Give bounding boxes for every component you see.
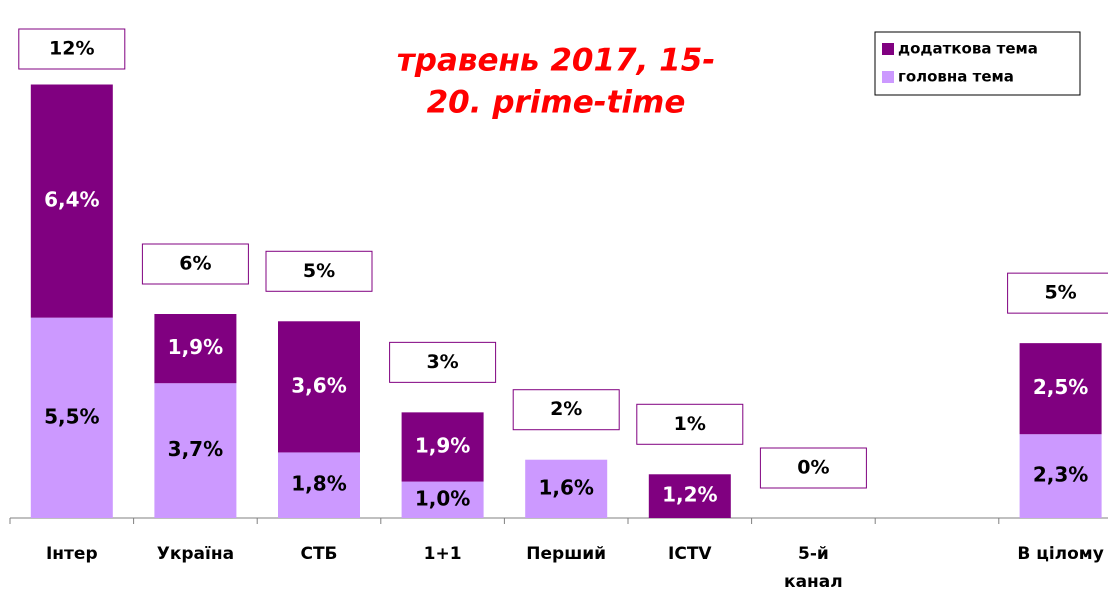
value-label: 3,6% — [291, 373, 346, 397]
total-box — [18, 28, 126, 70]
value-label: 1,9% — [415, 433, 470, 457]
bar-segment — [401, 481, 484, 518]
total-box — [389, 341, 497, 383]
legend-swatch — [882, 71, 894, 83]
bar-segment — [30, 317, 113, 518]
legend-box — [874, 31, 1081, 96]
bar-segment — [401, 412, 484, 482]
value-label: 1,0% — [415, 486, 470, 510]
x-tick-label: В цілому — [1017, 544, 1103, 564]
legend-label: головна тема — [898, 68, 1014, 86]
value-label: 1,9% — [168, 335, 223, 359]
total-box — [141, 243, 249, 285]
chart-title: травень 2017, 15- — [397, 43, 715, 79]
value-label: 2,5% — [1033, 375, 1088, 399]
x-tick-label: ICTV — [668, 544, 712, 564]
total-box — [636, 403, 744, 445]
total-label: 0% — [797, 457, 829, 479]
value-label: 1,6% — [538, 475, 593, 499]
legend-label: додаткова тема — [898, 40, 1038, 58]
bar-segment — [154, 383, 237, 518]
legend-swatch — [882, 43, 894, 55]
chart-title: 20. prime-time — [427, 85, 686, 121]
bar-segment — [154, 314, 237, 384]
value-label: 1,2% — [662, 483, 717, 507]
x-tick-label: СТБ — [300, 544, 337, 564]
bar-segment — [1019, 434, 1102, 518]
total-box — [265, 250, 373, 292]
total-box — [1007, 272, 1108, 314]
x-tick-label: Інтер — [46, 544, 98, 564]
total-label: 1% — [674, 413, 706, 435]
total-label: 2% — [550, 398, 582, 420]
bar-segment — [30, 84, 113, 318]
x-tick-label: 5-й — [798, 544, 829, 564]
bar-segment — [278, 452, 360, 518]
bar-segment — [525, 459, 608, 518]
total-label: 12% — [49, 38, 94, 60]
x-tick-label: Україна — [157, 544, 234, 564]
x-tick-label: 1+1 — [424, 544, 462, 564]
total-label: 3% — [426, 351, 458, 373]
value-label: 3,7% — [168, 437, 223, 461]
total-box — [759, 447, 867, 489]
value-label: 1,8% — [291, 472, 346, 496]
total-box — [512, 389, 620, 431]
total-label: 6% — [179, 253, 211, 275]
bar-segment — [1019, 343, 1102, 435]
bar-segment — [648, 474, 731, 518]
total-label: 5% — [303, 260, 335, 282]
x-tick-label: канал — [784, 572, 843, 592]
value-label: 5,5% — [44, 404, 99, 428]
total-label: 5% — [1044, 282, 1076, 304]
x-tick-label: Перший — [526, 544, 606, 564]
value-label: 2,3% — [1033, 463, 1088, 487]
bar-segment — [278, 321, 360, 453]
value-label: 6,4% — [44, 188, 99, 212]
